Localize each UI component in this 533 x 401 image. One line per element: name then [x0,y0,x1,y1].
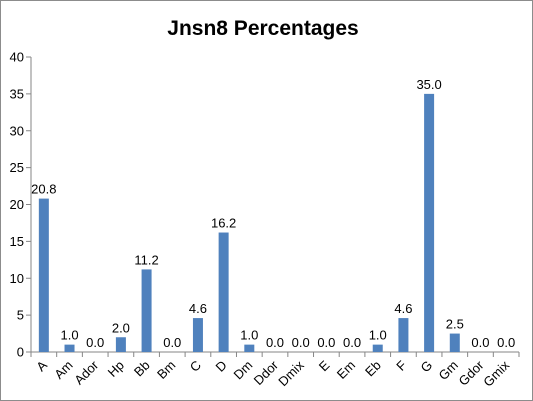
bar [192,318,203,352]
x-tick-label: Bb [131,358,153,380]
x-tick-label: Ador [71,357,101,387]
x-tick-label: Eb [362,358,384,380]
bar [64,344,75,352]
y-tick-label: 20 [10,197,24,212]
data-label: 2.5 [446,317,464,332]
x-tick-label: Hp [105,358,127,380]
data-label: 0.0 [266,335,284,350]
data-label: 16.2 [211,216,236,231]
x-tick-label: G [417,358,435,376]
data-label: 11.2 [134,252,158,267]
x-tick-label: E [316,357,333,374]
data-label: 0.0 [163,335,181,350]
data-label: 0.0 [471,335,489,350]
x-tick-label: Bm [154,358,178,382]
x-tick-label: Gmix [480,357,512,389]
x-tick-label: Dmix [275,357,307,389]
bars [38,93,460,352]
y-tick-label: 5 [17,308,24,323]
bar [424,93,435,352]
bar [115,337,126,352]
bar [38,198,49,352]
y-tick-label: 35 [10,86,24,101]
data-label: 4.6 [189,301,207,316]
data-label: 0.0 [343,335,361,350]
data-label: 2.0 [112,320,130,335]
x-tick-label: Em [334,358,358,382]
y-tick-label: 40 [10,50,24,65]
y-tick-label: 25 [10,160,24,175]
data-label: 1.0 [369,328,387,343]
data-label: 35.0 [416,77,441,92]
x-tick-label: A [33,357,50,374]
y-tick-label: 0 [17,345,24,360]
data-label: 4.6 [394,301,412,316]
x-tick-label: C [187,358,204,375]
data-label: 0.0 [497,335,515,350]
bar [141,269,152,352]
bar [244,344,255,352]
data-label: 0.0 [292,335,310,350]
data-label: 1.0 [60,328,78,343]
y-tick-label: 15 [10,234,24,249]
x-tick-label: D [213,358,230,375]
y-axis: 0 5 10 15 20 25 30 35 40 [10,50,32,360]
bar [449,333,460,352]
data-label: 0.0 [86,335,104,350]
y-tick-label: 10 [10,271,24,286]
chart-title: Jnsn8 Percentages [167,17,358,40]
bar [398,318,409,352]
bar [372,344,383,352]
bar [218,232,229,352]
x-tick-label: F [393,357,409,373]
x-tick-label: Ddor [251,357,282,388]
data-label: 20.8 [31,182,56,197]
data-labels: 20.8 1.0 0.0 2.0 11.2 0.0 4.6 16.2 1.0 0.0 0.0 0.0 0… [31,77,515,350]
y-tick-label: 30 [10,123,24,138]
data-label: 0.0 [317,335,335,350]
x-tick-label: Gdor [456,357,488,389]
data-label: 1.0 [240,328,258,343]
